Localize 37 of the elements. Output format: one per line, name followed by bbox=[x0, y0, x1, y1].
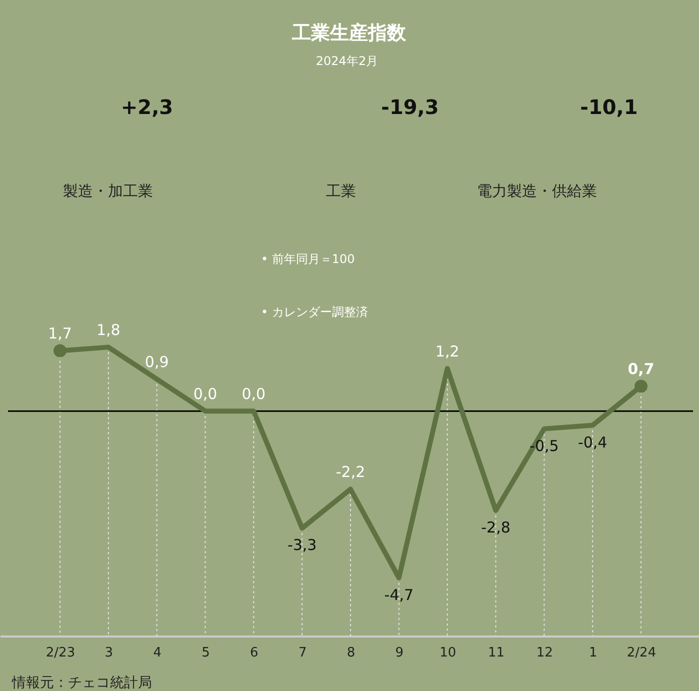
x-tick-label: 8 bbox=[346, 646, 356, 660]
text: 情報元：チェコ統計局 bbox=[11, 675, 152, 691]
text: -19,3 bbox=[381, 95, 439, 119]
text: 製造・加工業 bbox=[63, 182, 153, 200]
x-tick-label: 2/24 bbox=[626, 646, 656, 660]
chart-subtitle: 2024年2月 bbox=[316, 54, 378, 68]
data-label: 0,0 bbox=[193, 385, 218, 404]
x-tick-label: 9 bbox=[395, 646, 404, 660]
data-label: -2,8 bbox=[481, 518, 510, 536]
data-label: -4,7 bbox=[384, 586, 414, 604]
x-tick-label: 7 bbox=[298, 646, 307, 660]
text: • 前年同月＝100 bbox=[261, 252, 355, 266]
x-tick-label: 10 bbox=[440, 646, 456, 660]
x-tick-label: 12 bbox=[536, 646, 553, 660]
x-tick-label: 11 bbox=[488, 646, 505, 660]
x-tick-label: 6 bbox=[250, 646, 258, 660]
text: 工業 bbox=[326, 182, 356, 200]
data-label: -0,5 bbox=[530, 436, 559, 455]
text: • カレンダー調整済 bbox=[261, 305, 368, 319]
x-tick-label: 5 bbox=[202, 646, 210, 660]
data-label: 1,2 bbox=[435, 342, 460, 360]
text: +2,3 bbox=[120, 95, 174, 119]
data-label: 1,8 bbox=[96, 321, 120, 340]
text: -10,1 bbox=[580, 95, 638, 119]
chart-title: 工業生産指数 bbox=[291, 22, 407, 44]
x-tick-label: 2/23 bbox=[46, 646, 76, 660]
data-label: 0,7 bbox=[628, 360, 654, 378]
x-tick-label: 4 bbox=[153, 646, 162, 660]
data-label: 0,9 bbox=[144, 353, 169, 372]
x-tick-label: 3 bbox=[104, 646, 114, 660]
x-tick-label: 1 bbox=[588, 646, 598, 660]
data-label: -0,4 bbox=[578, 433, 608, 452]
data-label: -3,3 bbox=[287, 536, 317, 554]
data-label: -2,2 bbox=[336, 463, 366, 482]
data-label: 1,7 bbox=[48, 324, 72, 343]
data-label: 0,0 bbox=[242, 385, 266, 404]
text: 電力製造・供給業 bbox=[477, 182, 597, 200]
